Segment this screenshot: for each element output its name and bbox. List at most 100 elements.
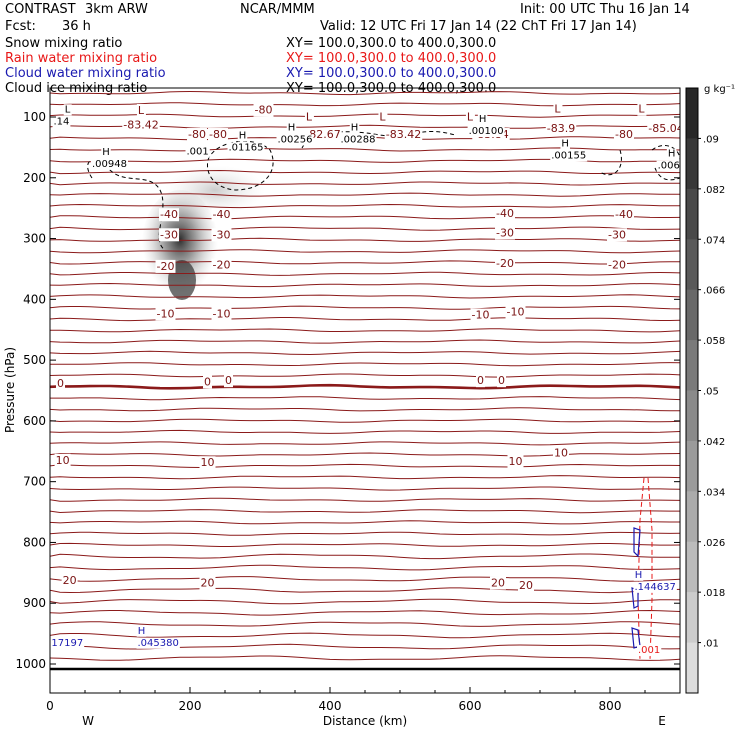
ice-high-marker-bg <box>560 138 570 150</box>
ice-high-marker-bg <box>349 122 360 134</box>
rain-contour <box>647 477 653 661</box>
colorbar-tick-label: .058 <box>703 336 725 347</box>
temperature-label-bg <box>384 128 423 142</box>
temperature-label-bg <box>470 308 491 322</box>
temperature-label: -40 <box>615 208 633 221</box>
temperature-contour <box>50 169 680 175</box>
temperature-label: -83.9 <box>547 122 575 135</box>
temperature-contour <box>50 564 680 571</box>
forecast-hour: 36 h <box>62 19 91 34</box>
temperature-contour <box>50 531 680 536</box>
temperature-label-bg <box>155 259 176 273</box>
colorbar-tick-label: .01 <box>703 639 719 650</box>
temperature-label: -20 <box>157 260 175 273</box>
temperature-contour <box>50 463 680 469</box>
plot-frame <box>49 87 681 694</box>
cloud-ice-contour <box>654 167 680 181</box>
cloud-water-high-marker: H <box>635 570 643 581</box>
ice-extrema-value: .00256 <box>278 135 313 146</box>
temperature-label: 10 <box>554 446 568 459</box>
temperature-label: -83.42 <box>386 128 421 141</box>
colorbar-segment <box>686 390 698 442</box>
temperature-label: -20 <box>608 259 626 272</box>
colorbar-segment <box>686 491 698 543</box>
ice-extrema-value: .00155 <box>551 150 586 161</box>
y-tick-label: 900 <box>23 596 46 610</box>
cloud-water-high-marker: H <box>138 626 146 637</box>
temperature-label: -20 <box>213 259 231 272</box>
low-marker: L <box>638 103 645 116</box>
cloud-water-contour <box>633 527 641 558</box>
low-marker: L <box>138 104 145 117</box>
temperature-contour <box>50 396 680 401</box>
center-name: NCAR/MMM <box>240 2 315 17</box>
ice-extrema-value: .001 <box>187 147 209 158</box>
temperature-contour <box>50 147 680 152</box>
temperature-label-bg <box>614 208 634 222</box>
temperature-label: -30 <box>608 228 626 241</box>
temperature-label-bg <box>518 578 534 592</box>
temperature-contour <box>50 587 680 594</box>
cloud-ice-contour <box>599 149 622 176</box>
temperature-contour <box>50 598 680 605</box>
temperature-label-bg <box>607 228 627 242</box>
ice-extrema-value: .14 <box>54 116 70 127</box>
colorbar-segment <box>686 289 698 341</box>
temperature-label: 10 <box>509 455 523 468</box>
temperature-contour <box>50 621 680 627</box>
colorbar-segment <box>686 138 698 190</box>
temperature-contour <box>50 542 680 547</box>
field-cloud-water-xy: XY= 100.0,300.0 to 400.0,300.0 <box>286 66 497 81</box>
temperature-contour <box>50 249 680 254</box>
temperature-label: 0 <box>57 377 64 390</box>
temperature-contour <box>50 226 680 231</box>
temperature-contour <box>50 429 680 434</box>
colorbar-segment <box>686 239 698 291</box>
y-tick-label: 1000 <box>15 657 46 671</box>
y-axis-label: Pressure (hPa) <box>3 347 17 433</box>
temperature-contour <box>50 497 680 502</box>
temperature-label: -30 <box>213 228 231 241</box>
temperature-contour <box>50 350 680 356</box>
y-tick-label: 100 <box>23 110 46 124</box>
model-name: 3km ARW <box>85 2 148 17</box>
temperature-label-bg <box>159 228 179 242</box>
colorbar-tick-label: .09 <box>703 134 719 145</box>
field-snow-xy: XY= 100.0,300.0 to 400.0,300.0 <box>286 36 497 51</box>
ice-extrema-value-bg <box>656 160 680 172</box>
field-snow-name: Snow mixing ratio <box>5 36 123 51</box>
temperature-label-bg <box>495 256 515 270</box>
colorbar-segment <box>686 541 698 593</box>
temperature-contour <box>50 328 680 333</box>
temperature-label-bg <box>211 258 232 272</box>
west-endpoint-label: W <box>82 714 94 728</box>
temperature-contour <box>50 339 680 344</box>
x-tick-label: 800 <box>599 699 622 713</box>
ice-extrema-value-bg <box>467 126 505 138</box>
temperature-label: -10 <box>157 307 175 320</box>
cloud-water-value: 17197 <box>51 638 83 649</box>
temperature-label-bg <box>495 226 515 240</box>
temperature-label: -82.67 <box>305 128 340 141</box>
temperature-label: -40 <box>213 208 231 221</box>
temperature-contour <box>50 102 680 107</box>
low-marker-bg <box>553 102 563 116</box>
temperature-contour <box>50 362 680 367</box>
temperature-contour <box>50 294 680 299</box>
temperature-label: -80 <box>615 128 633 141</box>
temperature-label-bg <box>545 121 577 135</box>
temperature-label-bg <box>199 456 216 470</box>
ice-high-marker-bg <box>666 148 677 160</box>
temperature-label: -40 <box>496 207 514 220</box>
ice-extrema-value-bg <box>185 146 210 158</box>
valid-time: Valid: 12 UTC Fri 17 Jan 14 (22 ChT Fri … <box>320 19 637 34</box>
temperature-label-bg <box>490 576 506 590</box>
temperature-contour <box>50 317 680 322</box>
temperature-label-bg <box>211 307 232 321</box>
temperature-contour <box>50 305 680 310</box>
y-tick-label: 300 <box>23 232 46 246</box>
forecast-label: Fcst: <box>5 19 36 34</box>
temperature-contour <box>50 655 680 661</box>
cloud-water-value-bg <box>136 637 180 649</box>
x-axis-label: Distance (km) <box>323 714 407 728</box>
